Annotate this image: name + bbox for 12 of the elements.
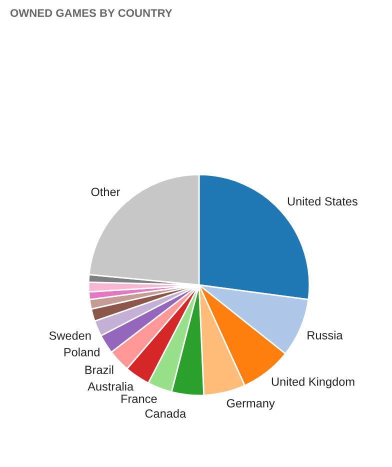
slice-label: France: [122, 394, 157, 404]
slice-label: Other: [91, 187, 120, 196]
chart-title: OWNED GAMES BY COUNTRY: [10, 9, 172, 17]
slice-label: Sweden: [49, 331, 91, 340]
slice-label: Russia: [308, 330, 343, 340]
slice-label: Australia: [88, 382, 134, 391]
slice-label: United Kingdom: [272, 377, 354, 388]
slice-label: Poland: [64, 348, 100, 356]
slice-label: United States: [288, 196, 358, 206]
slice-label: Canada: [145, 409, 186, 418]
slice-label: Brazil: [85, 365, 114, 374]
slice-label: Germany: [226, 399, 275, 410]
